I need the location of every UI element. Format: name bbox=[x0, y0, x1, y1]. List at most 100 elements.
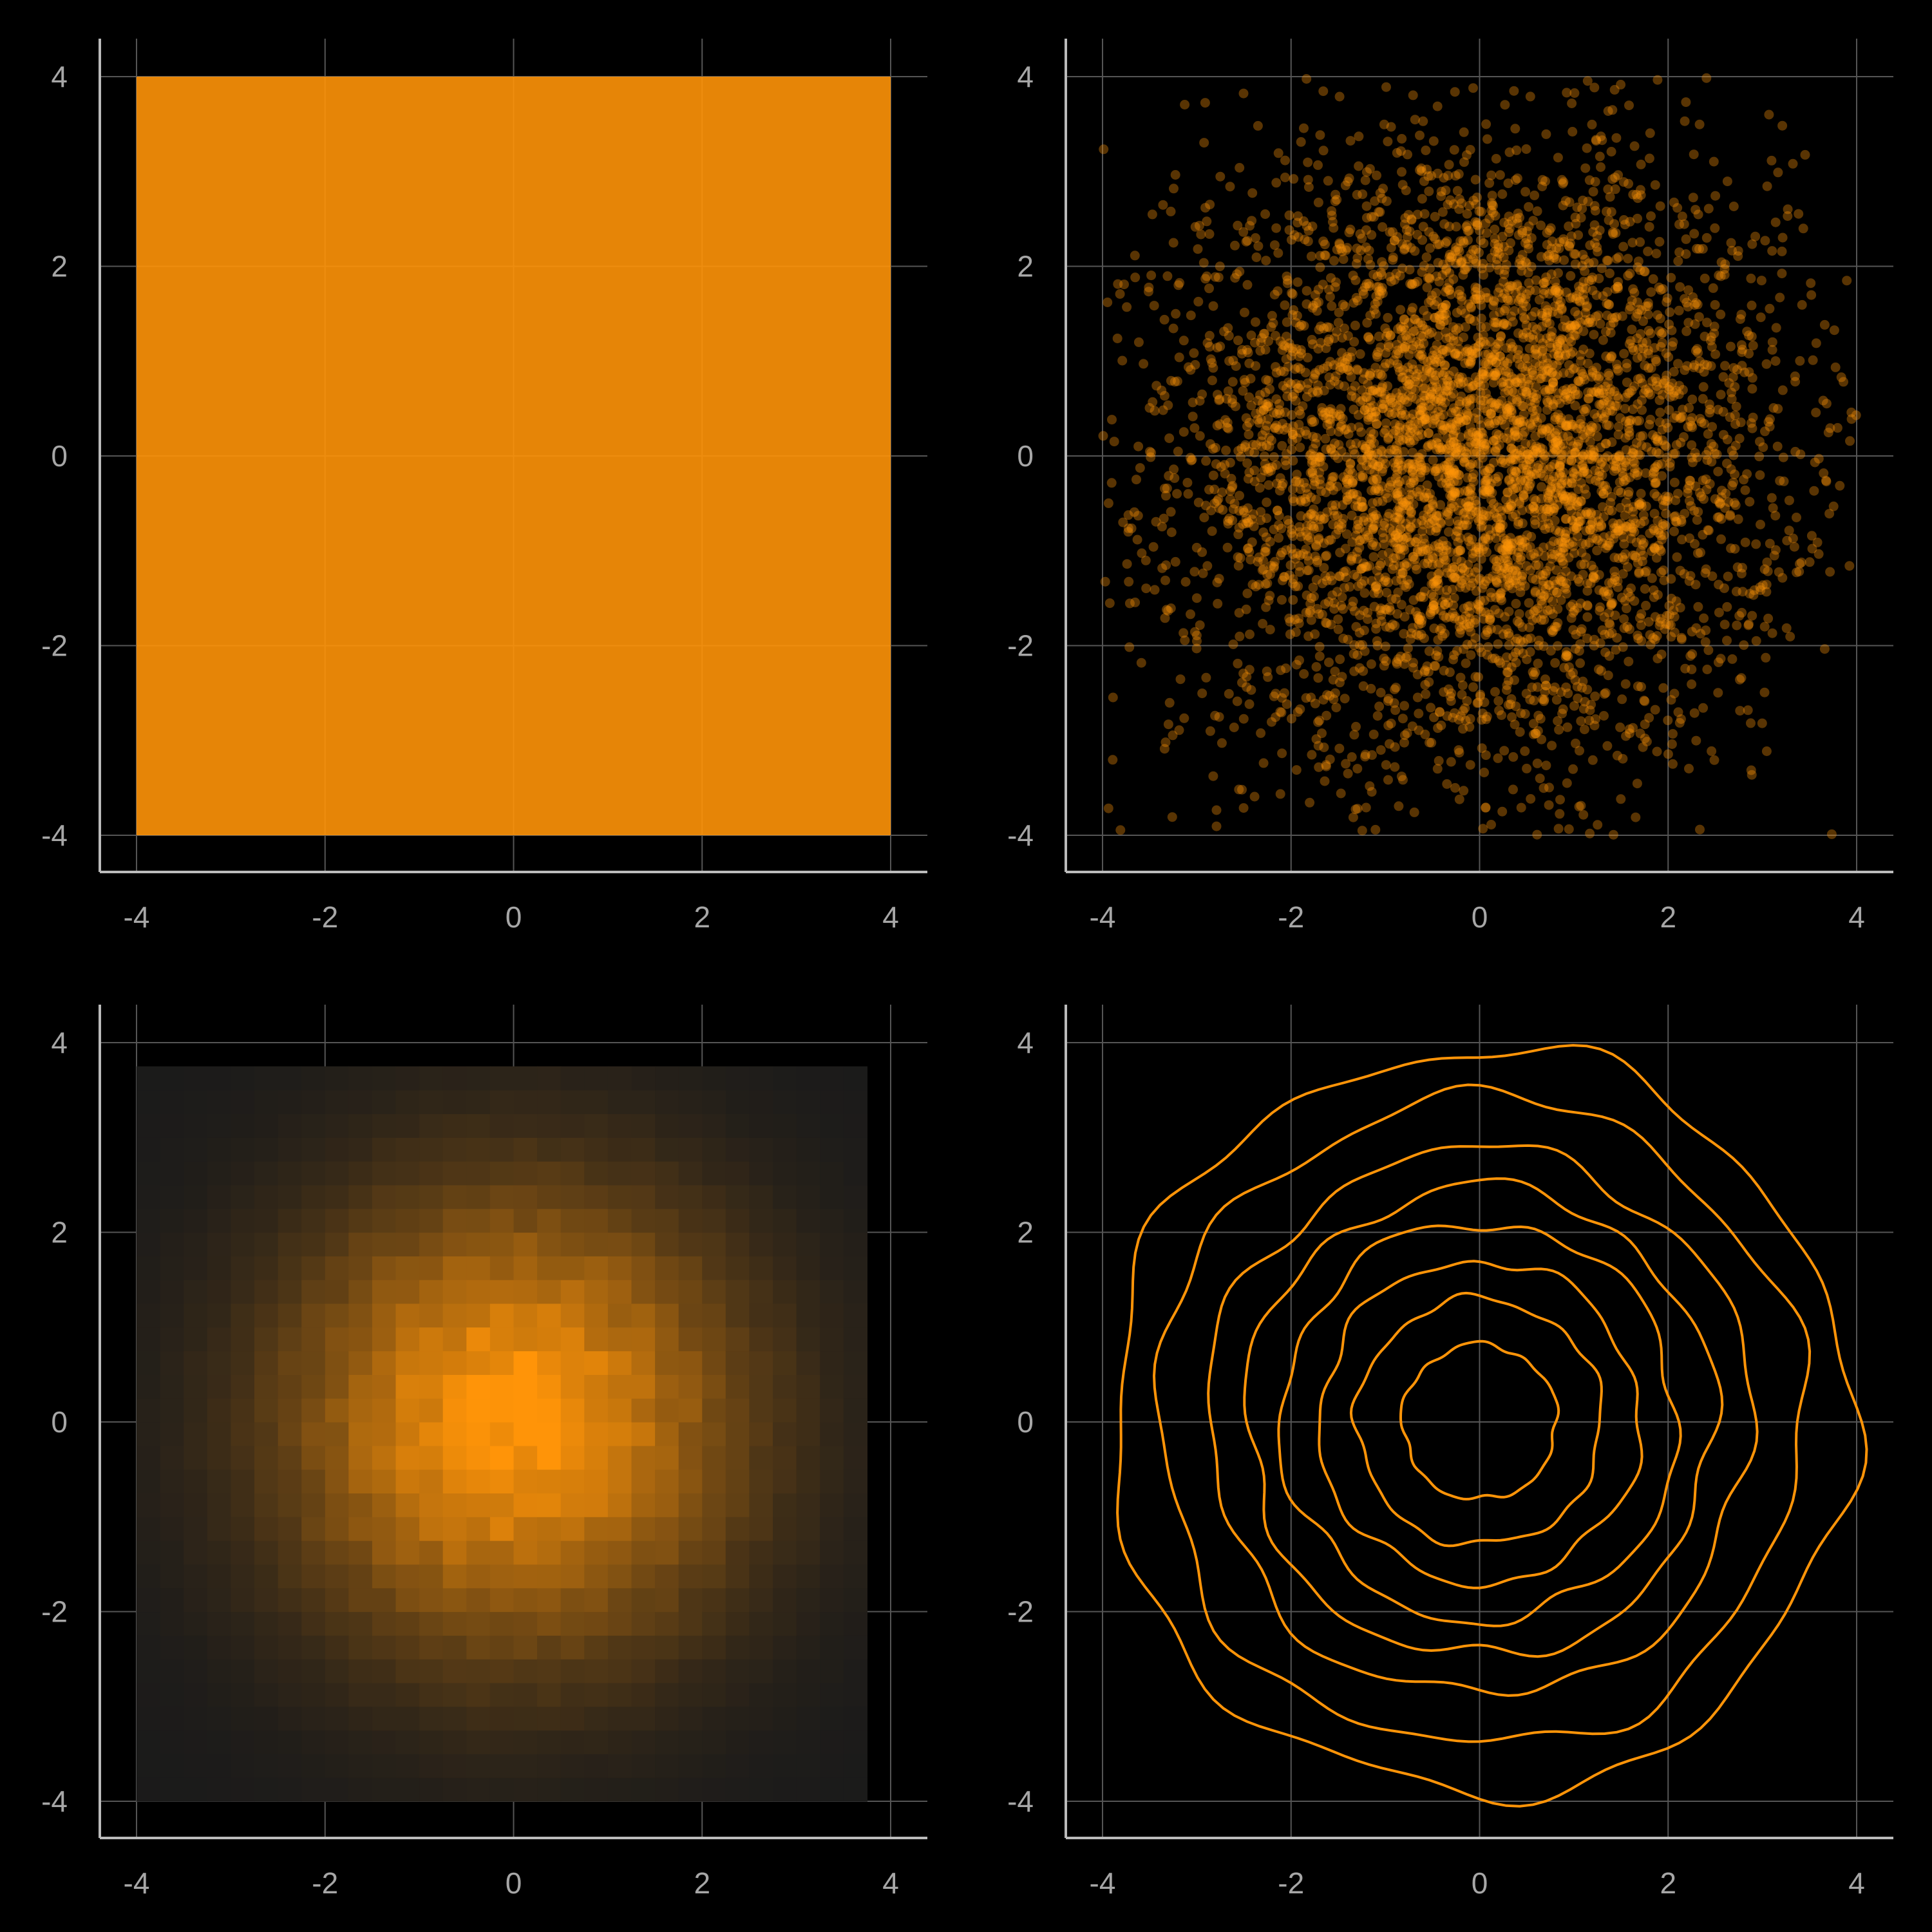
scatter-point bbox=[1691, 735, 1701, 746]
scatter-point bbox=[1386, 243, 1396, 253]
scatter-point bbox=[1633, 630, 1643, 641]
scatter-point bbox=[1462, 520, 1472, 531]
scatter-point bbox=[1446, 467, 1456, 477]
scatter-point bbox=[1376, 616, 1387, 627]
heatmap-cell bbox=[160, 1422, 184, 1446]
scatter-point bbox=[1436, 191, 1446, 202]
scatter-point bbox=[1368, 729, 1379, 739]
scatter-point bbox=[1679, 432, 1689, 442]
scatter-point bbox=[1465, 760, 1475, 770]
scatter-point bbox=[1307, 466, 1318, 477]
scatter-point bbox=[1466, 573, 1476, 583]
y-tick-label: 4 bbox=[1017, 60, 1034, 93]
scatter-point bbox=[1357, 826, 1367, 836]
scatter-point bbox=[1630, 518, 1640, 529]
scatter-point bbox=[1320, 240, 1330, 250]
scatter-point bbox=[1644, 713, 1654, 723]
scatter-point bbox=[1385, 739, 1394, 749]
scatter-point bbox=[1160, 575, 1170, 585]
scatter-point bbox=[1205, 726, 1215, 736]
scatter-point bbox=[1334, 307, 1344, 317]
scatter-point bbox=[1238, 714, 1249, 724]
scatter-point bbox=[1584, 258, 1594, 269]
scatter-point bbox=[1245, 629, 1255, 639]
scatter-point bbox=[1511, 145, 1522, 155]
scatter-point bbox=[1370, 406, 1381, 417]
scatter-point bbox=[1202, 561, 1213, 571]
scatter-point bbox=[1484, 524, 1494, 535]
scatter-point bbox=[1400, 213, 1410, 223]
scatter-point bbox=[1508, 455, 1518, 465]
scatter-point bbox=[1260, 328, 1270, 339]
scatter-point bbox=[1644, 222, 1654, 232]
heatmap-cell bbox=[137, 1611, 161, 1636]
scatter-point bbox=[1211, 821, 1222, 831]
scatter-point bbox=[1407, 623, 1417, 633]
scatter-point bbox=[1242, 682, 1252, 692]
scatter-point bbox=[1269, 290, 1280, 299]
scatter-point bbox=[1458, 270, 1468, 280]
scatter-point bbox=[1537, 520, 1548, 531]
scatter-point bbox=[1132, 475, 1141, 485]
scatter-point bbox=[1435, 463, 1445, 473]
scatter-point bbox=[1503, 560, 1513, 570]
scatter-point bbox=[1570, 386, 1580, 396]
scatter-point bbox=[1719, 620, 1730, 630]
scatter-point bbox=[1622, 363, 1632, 373]
scatter-point bbox=[1460, 308, 1470, 318]
scatter-point bbox=[1430, 464, 1441, 474]
scatter-point bbox=[1372, 271, 1383, 281]
scatter-point bbox=[1546, 549, 1557, 560]
scatter-point bbox=[1437, 442, 1447, 453]
scatter-point bbox=[1234, 522, 1244, 533]
scatter-point bbox=[1707, 571, 1718, 582]
scatter-point bbox=[1469, 316, 1479, 326]
scatter-point bbox=[1635, 613, 1645, 623]
scatter-point bbox=[1526, 551, 1536, 560]
scatter-point bbox=[1222, 542, 1233, 553]
scatter-point bbox=[1386, 718, 1396, 728]
scatter-point bbox=[1385, 272, 1395, 282]
scatter-point bbox=[1307, 339, 1318, 349]
scatter-point bbox=[1517, 305, 1528, 316]
x-tick-label: -4 bbox=[1090, 900, 1116, 934]
scatter-point bbox=[1465, 714, 1475, 724]
scatter-point bbox=[1235, 553, 1245, 563]
scatter-point bbox=[1583, 358, 1593, 368]
scatter-point bbox=[1443, 482, 1454, 493]
scatter-point bbox=[1528, 334, 1539, 345]
scatter-point bbox=[1520, 439, 1531, 449]
scatter-point bbox=[1291, 379, 1301, 389]
scatter-point bbox=[1659, 378, 1669, 388]
scatter-point bbox=[1256, 436, 1267, 446]
scatter-point bbox=[1703, 525, 1713, 535]
scatter-point bbox=[1351, 721, 1361, 732]
scatter-point bbox=[1246, 401, 1256, 411]
heatmap-cell bbox=[160, 1113, 184, 1138]
scatter-point bbox=[1432, 357, 1441, 367]
scatter-point bbox=[1531, 574, 1541, 585]
scatter-point bbox=[1204, 229, 1215, 239]
scatter-point bbox=[1461, 583, 1471, 593]
scatter-point bbox=[1687, 457, 1698, 468]
scatter-point bbox=[1287, 714, 1296, 724]
scatter-point bbox=[1223, 516, 1233, 526]
scatter-point bbox=[1566, 601, 1576, 612]
scatter-point bbox=[1453, 547, 1463, 557]
scatter-point bbox=[1605, 269, 1615, 278]
scatter-point bbox=[1374, 701, 1385, 712]
heatmap-cell bbox=[184, 1777, 208, 1802]
scatter-point bbox=[1806, 290, 1817, 300]
scatter-point bbox=[1470, 672, 1481, 682]
scatter-point bbox=[1497, 710, 1506, 720]
scatter-point bbox=[1497, 806, 1508, 817]
scatter-point bbox=[1452, 449, 1462, 459]
scatter-point bbox=[1454, 169, 1464, 179]
scatter-point bbox=[1819, 319, 1830, 330]
scatter-point bbox=[1462, 150, 1472, 160]
scatter-point bbox=[1689, 149, 1699, 160]
scatter-point bbox=[1313, 160, 1323, 170]
scatter-point bbox=[1256, 473, 1266, 483]
scatter-point bbox=[1406, 279, 1417, 290]
scatter-point bbox=[1552, 444, 1562, 455]
